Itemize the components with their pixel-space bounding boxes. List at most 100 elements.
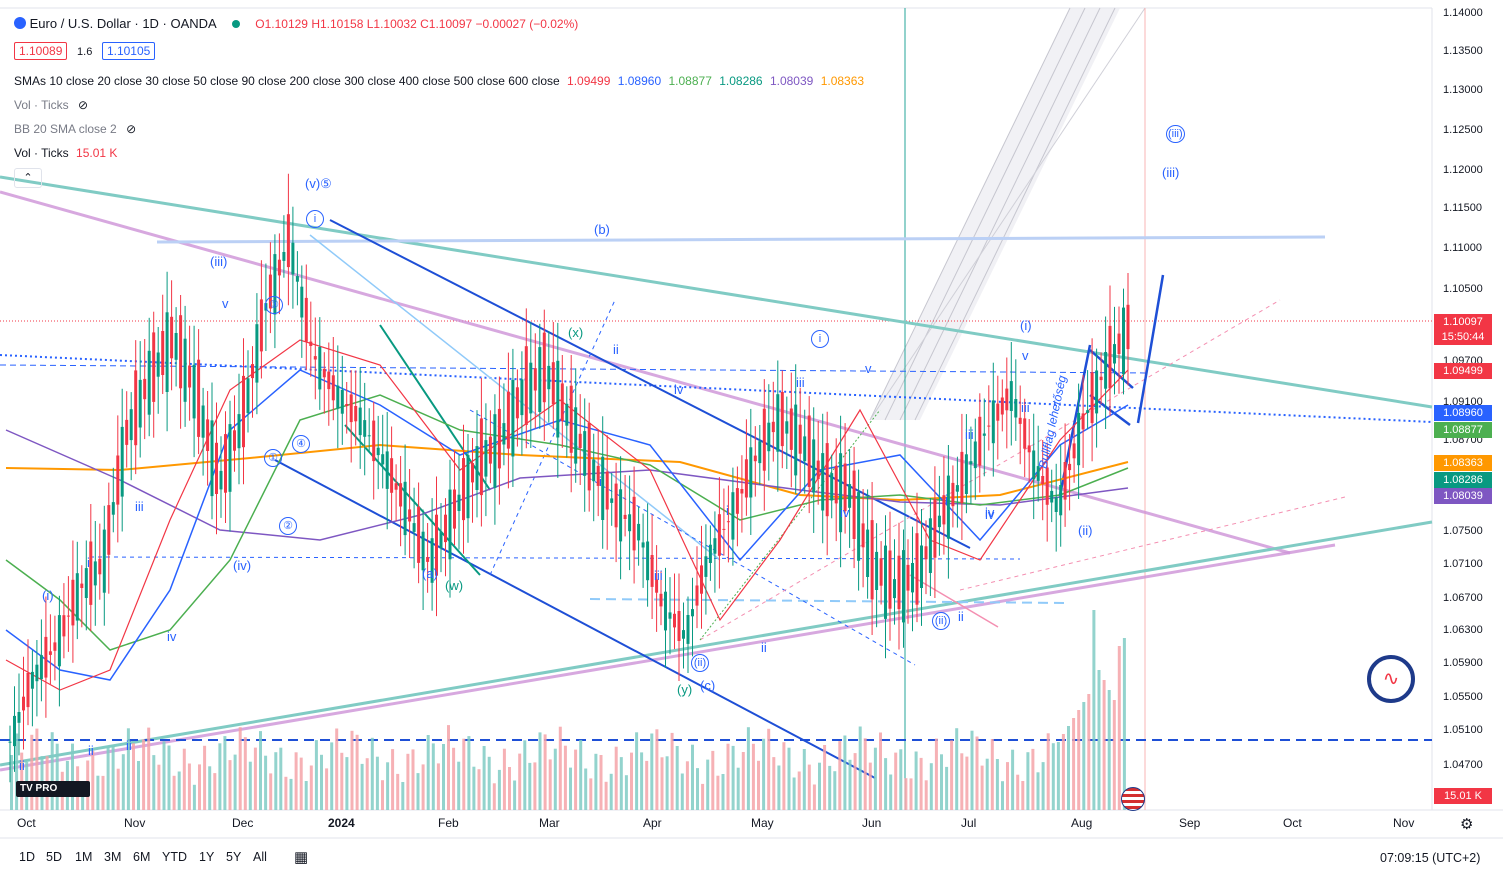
wave-label: (iii) (1162, 165, 1180, 180)
volume-bar (889, 774, 893, 810)
wave-label: (iii) (210, 254, 228, 269)
candle-body (731, 492, 735, 540)
projection-line (1136, 274, 1165, 424)
candle-body (551, 362, 555, 405)
candle-body (735, 488, 739, 514)
volume-bar (1102, 680, 1106, 810)
eye-hidden-icon[interactable]: ⊘ (126, 122, 137, 136)
timeframe-button-1y[interactable]: 1Y (199, 850, 215, 864)
timeframe-button-ytd[interactable]: YTD (162, 850, 187, 864)
time-tick: Nov (1393, 816, 1415, 830)
clock-display[interactable]: 07:09:15 (UTC+2) (1380, 851, 1481, 865)
settings-gear-icon[interactable]: ⚙ (1460, 816, 1474, 833)
candle-body (911, 563, 914, 593)
volume-bar (685, 761, 689, 810)
wave-label: (ii) (691, 654, 709, 672)
wave-label: i (726, 503, 729, 518)
volume-bar (1122, 638, 1126, 810)
vol-legend-hidden[interactable]: Vol · Ticks ⊘ (14, 98, 88, 112)
sma-value-2: 1.08960 (617, 74, 662, 88)
price-tick: 1.07500 (1443, 525, 1483, 537)
candle-body (637, 523, 641, 541)
volume-bar (660, 757, 664, 810)
candle-body (542, 332, 546, 403)
price-tick: 1.13500 (1443, 45, 1483, 57)
candle-body (682, 630, 685, 639)
volume-bar (518, 753, 522, 810)
candle-body (529, 362, 533, 414)
volume-bar (1061, 734, 1065, 810)
candle-body (1081, 413, 1085, 430)
volume-bar (1112, 700, 1116, 810)
volume-bar (192, 784, 196, 810)
volume-bar (355, 734, 359, 810)
volume-bar (111, 746, 115, 810)
bid-price-button[interactable]: 1.10089 (14, 42, 68, 60)
timeframe-button-5d[interactable]: 5D (46, 850, 62, 864)
volume-bar (823, 745, 827, 810)
volume-bar (30, 734, 34, 810)
volume-bar (807, 764, 811, 810)
volume-bar (929, 763, 933, 810)
volume-bar (985, 758, 989, 810)
timeframe-button-3m[interactable]: 3M (104, 850, 122, 864)
candle-body (435, 514, 438, 576)
volume-bar (1072, 718, 1076, 810)
wave-label: v (1022, 348, 1029, 363)
volume-bar (574, 749, 578, 810)
candle-body (228, 424, 232, 492)
volume-bar (914, 751, 918, 810)
volume-bar (624, 775, 628, 810)
volume-bar (853, 753, 857, 810)
timeframe-button-1d[interactable]: 1D (19, 850, 35, 864)
volume-bar (980, 765, 984, 810)
candle-body (816, 460, 820, 480)
volume-bar (203, 745, 207, 810)
symbol-title[interactable]: Euro / U.S. Dollar · 1D · OANDA (29, 16, 217, 31)
time-tick: May (751, 816, 774, 830)
candle-body (744, 459, 748, 498)
volume-bar (35, 728, 39, 810)
volume-bar (736, 767, 740, 810)
sma-line-orange (5, 443, 1129, 502)
countdown-label: 15:50:44 (1434, 329, 1492, 345)
bb-legend-label: BB 20 SMA close 2 (14, 122, 117, 136)
candle-body (1086, 410, 1090, 413)
magnifier-logo-icon[interactable]: ∿ (1367, 655, 1415, 703)
candle-body (282, 252, 286, 261)
vol-legend[interactable]: Vol · Ticks 15.01 K (14, 146, 117, 160)
collapse-legend-button[interactable]: ⌃ (14, 168, 42, 188)
candle-body (448, 489, 452, 560)
candle-body (875, 551, 879, 590)
sma-legend[interactable]: SMAs 10 close 20 close 30 close 50 close… (14, 74, 864, 88)
volume-bar (401, 782, 405, 810)
candle-body (964, 454, 968, 494)
bb-legend-hidden[interactable]: BB 20 SMA close 2 ⊘ (14, 122, 136, 136)
candle-body (336, 385, 340, 409)
ask-price-button[interactable]: 1.10105 (101, 42, 156, 60)
fib-channel-line (884, 7, 1086, 421)
volume-bar (782, 742, 786, 810)
timeframe-button-5y[interactable]: 5Y (226, 850, 242, 864)
candle-body (533, 368, 537, 391)
candle-body (614, 483, 618, 528)
wave-label: (x) (568, 325, 584, 340)
timeframe-button-all[interactable]: All (253, 850, 267, 864)
price-tick: 1.13000 (1443, 84, 1483, 96)
tradingview-pro-logo[interactable]: TV PRO (16, 781, 90, 797)
volume-bar (863, 738, 867, 810)
candle-body (601, 456, 605, 520)
candle-body (879, 558, 883, 586)
candle-body (771, 421, 775, 433)
candle-body (812, 439, 816, 493)
timeframe-button-1m[interactable]: 1M (75, 850, 93, 864)
volume-bar (787, 747, 791, 810)
eye-hidden-icon[interactable]: ⊘ (78, 98, 89, 112)
candle-body (147, 350, 151, 415)
date-range-icon[interactable]: ▦ (294, 849, 309, 866)
volume-bar (142, 739, 146, 810)
timeframe-button-6m[interactable]: 6M (133, 850, 151, 864)
dashed-support-line (89, 556, 1021, 560)
dashed-diag-down (469, 409, 916, 666)
